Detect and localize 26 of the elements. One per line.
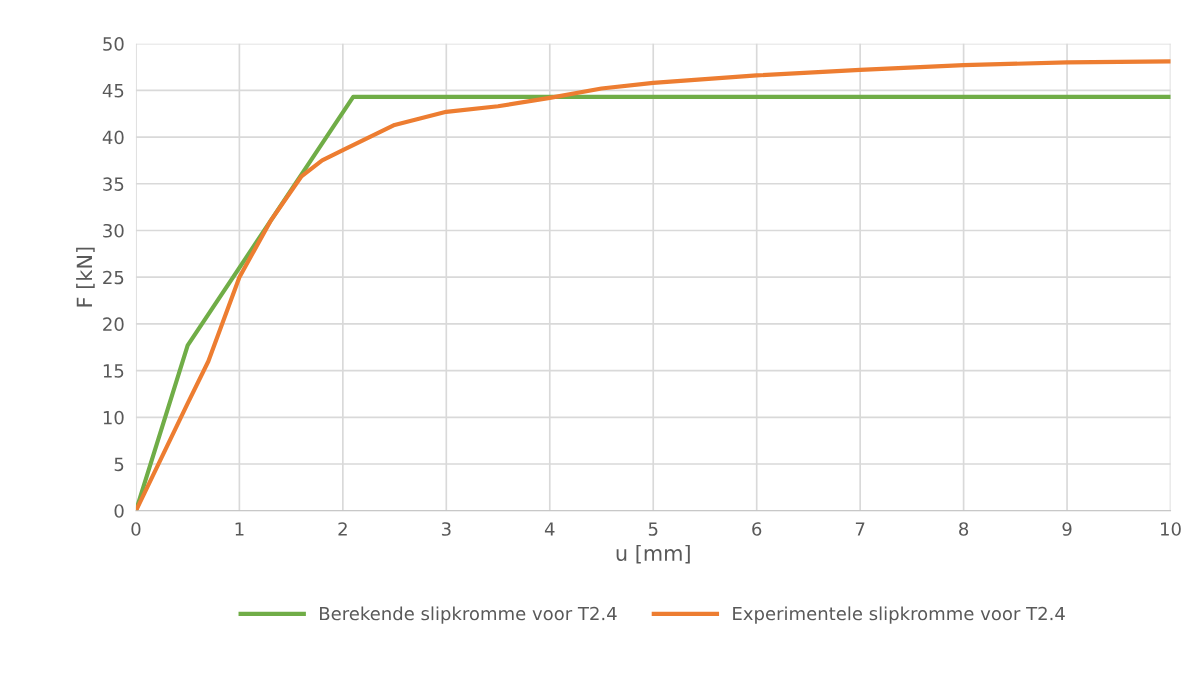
y-tick-label: 30 bbox=[103, 223, 124, 238]
y-tick-label: 20 bbox=[103, 317, 124, 332]
x-tick-label: 4 bbox=[544, 522, 555, 536]
y-tick-label: 5 bbox=[114, 457, 124, 472]
x-tick-label: 10 bbox=[1161, 522, 1181, 536]
x-tick-label: 2 bbox=[338, 522, 347, 536]
y-axis-title: F [kN] bbox=[76, 247, 95, 307]
y-tick-label: 15 bbox=[103, 364, 124, 378]
x-tick-label: 5 bbox=[648, 522, 658, 536]
x-tick-label: 6 bbox=[752, 522, 762, 536]
y-tick-label: 40 bbox=[102, 130, 124, 145]
y-tick-label: 0 bbox=[114, 504, 124, 518]
y-tick-label: 10 bbox=[103, 410, 124, 425]
x-tick-label: 3 bbox=[441, 522, 451, 536]
y-tick-label: 25 bbox=[103, 270, 124, 285]
y-tick-label: 45 bbox=[102, 84, 124, 98]
x-tick-label: 8 bbox=[959, 522, 969, 536]
legend-label: Berekende slipkromme voor T2.4 bbox=[320, 606, 617, 624]
x-tick-label: 9 bbox=[1062, 522, 1072, 536]
x-tick-label: 7 bbox=[855, 522, 865, 536]
x-tick-label: 1 bbox=[235, 522, 244, 536]
y-tick-label: 50 bbox=[103, 37, 124, 51]
x-axis-title: u [mm] bbox=[616, 544, 690, 564]
legend-label: Experimentele slipkromme voor T2.4 bbox=[733, 606, 1065, 624]
x-tick-label: 0 bbox=[131, 522, 141, 536]
y-tick-label: 35 bbox=[103, 177, 124, 191]
